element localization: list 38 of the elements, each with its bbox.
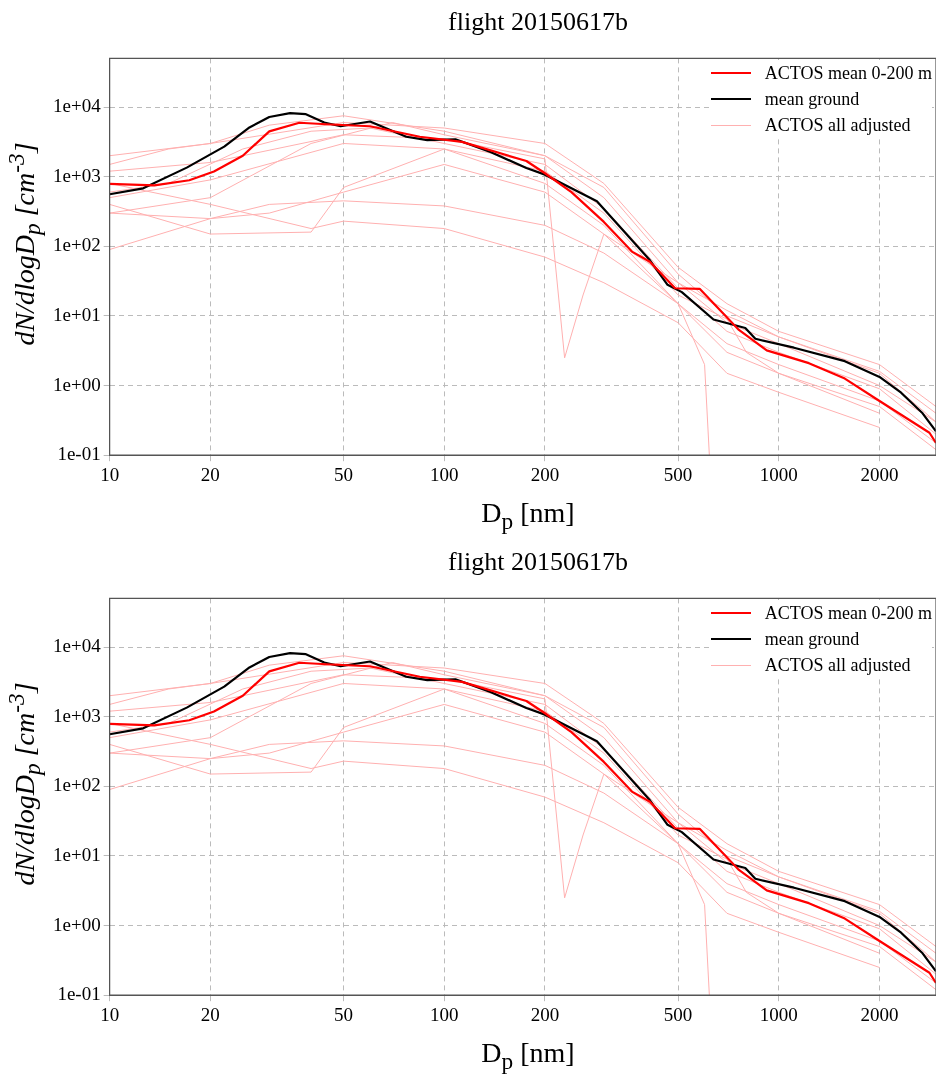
y-tick-label: 1e+03: [52, 164, 101, 186]
legend-label: ACTOS mean 0-200 m: [764, 62, 932, 85]
chart-title: flight 20150617b: [447, 6, 629, 38]
x-tick-label: 100: [429, 463, 459, 485]
x-tick-label: 2000: [860, 1003, 899, 1025]
x-tick-label: 500: [663, 1003, 693, 1025]
x-tick-label: 1000: [759, 463, 798, 485]
x-tick-label: 10: [100, 1003, 120, 1025]
y-tick-label: 1e-01: [57, 443, 101, 465]
y-tick-label: 1e-01: [57, 983, 101, 1005]
x-tick-label: 500: [663, 463, 693, 485]
x-tick-label: 1000: [759, 1003, 798, 1025]
y-tick-label: 1e+04: [52, 95, 102, 117]
y-tick-label: 1e+02: [52, 234, 101, 256]
x-tick-label: 200: [530, 1003, 560, 1025]
y-tick-label: 1e+02: [52, 774, 101, 796]
y-tick-label: 1e+01: [52, 303, 101, 325]
y-tick-label: 1e+04: [52, 635, 102, 657]
y-tick-label: 1e+01: [52, 843, 101, 865]
y-tick-label: 1e+00: [52, 373, 101, 395]
x-axis-title: D$_{p}$ [nm]: [480, 496, 576, 536]
legend-label: mean ground: [764, 628, 860, 651]
x-tick-label: 100: [429, 1003, 459, 1025]
x-tick-label: 200: [530, 463, 560, 485]
legend-label: ACTOS all adjusted: [764, 654, 911, 677]
x-tick-label: 10: [100, 463, 120, 485]
x-tick-label: 20: [200, 1003, 220, 1025]
y-tick-label: 1e+00: [52, 913, 101, 935]
x-tick-label: 50: [334, 1003, 354, 1025]
x-tick-label: 50: [334, 463, 354, 485]
x-axis-title: D$_{p}$ [nm]: [480, 1036, 576, 1076]
y-tick-label: 1e+03: [52, 704, 101, 726]
legend-label: ACTOS mean 0-200 m: [764, 602, 932, 625]
x-tick-label: 20: [200, 463, 220, 485]
x-tick-label: 2000: [860, 463, 899, 485]
legend-label: mean ground: [764, 88, 860, 111]
chart-title: flight 20150617b: [447, 546, 629, 578]
legend-label: ACTOS all adjusted: [764, 114, 911, 137]
